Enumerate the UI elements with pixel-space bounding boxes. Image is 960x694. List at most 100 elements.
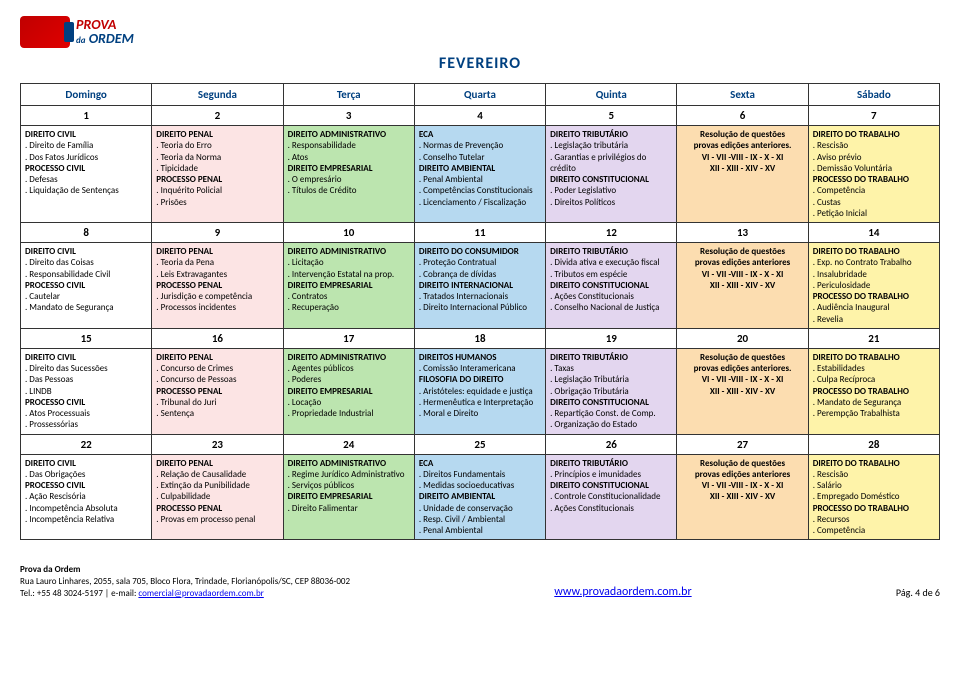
cell-line: . Conselho Nacional de Justiça — [550, 302, 672, 313]
cell-line: DIREITO PENAL — [156, 129, 278, 140]
cell-line: DIREITO CIVIL — [25, 352, 147, 363]
cell-line: FILOSOFIA DO DIREITO — [419, 374, 541, 385]
cell-line: DIREITO TRIBUTÁRIO — [550, 246, 672, 257]
cell-line: . Normas de Prevenção — [419, 140, 541, 151]
cell-line: PROCESSO PENAL — [156, 280, 278, 291]
cell-line: . Garantias e privilégios do — [550, 152, 672, 163]
cell-line: PROCESSO CIVIL — [25, 280, 147, 291]
cell-line: . Títulos de Crédito — [288, 185, 410, 196]
cell-line: . Culpabilidade — [156, 491, 278, 502]
footer-title: Prova da Ordem — [20, 564, 80, 575]
cell-line: DIREITO DO TRABALHO — [813, 458, 935, 469]
cell-line: PROCESSO DO TRABALHO — [813, 291, 935, 302]
cell-line: DIREITO CONSTITUCIONAL — [550, 280, 672, 291]
cell-line: PROCESSO PENAL — [156, 386, 278, 397]
cell-line: . Teoria do Erro — [156, 140, 278, 151]
cell-line: XII - XIII - XIV - XV — [681, 386, 803, 397]
cell-line: . Competência — [813, 525, 935, 536]
footer-tel: Tel.: +55 48 3024-5197 | e-mail: — [20, 588, 138, 599]
cell-line: DIREITO CIVIL — [25, 129, 147, 140]
cell-line: PROCESSO CIVIL — [25, 163, 147, 174]
cell-line: DIREITO DO TRABALHO — [813, 129, 935, 140]
cell-line: . Hermenêutica e Interpretação — [419, 397, 541, 408]
content-cell: DIREITO PENAL. Teoria do Erro. Teoria da… — [152, 126, 283, 223]
cell-line: . Mandato de Segurança — [25, 302, 147, 313]
cell-line: DIREITO PENAL — [156, 458, 278, 469]
cell-line: . Direito das Sucessões — [25, 363, 147, 374]
cell-line: DIREITO TRIBUTÁRIO — [550, 458, 672, 469]
cell-line: . Demissão Voluntária — [813, 163, 935, 174]
content-row: DIREITO CIVIL. Direito de Família. Dos F… — [21, 126, 940, 223]
content-cell: DIREITO TRIBUTÁRIO. Divida ativa e execu… — [546, 243, 677, 329]
cell-line: DIREITO EMPRESARIAL — [288, 163, 410, 174]
daynum-cell: 26 — [546, 434, 677, 454]
daynum-row: 1234567 — [21, 106, 940, 126]
daynum-cell: 5 — [546, 106, 677, 126]
daynum-cell: 27 — [677, 434, 808, 454]
cell-line: . Insalubridade — [813, 269, 935, 280]
cell-line: . Cautelar — [25, 291, 147, 302]
weekday-6: Sábado — [808, 84, 939, 106]
cell-line: DIREITO ADMINISTRATIVO — [288, 352, 410, 363]
cell-line: DIREITO EMPRESARIAL — [288, 386, 410, 397]
calendar-head: DomingoSegundaTerçaQuartaQuintaSextaSába… — [21, 84, 940, 106]
cell-line: DIREITO PENAL — [156, 352, 278, 363]
calendar-table: DomingoSegundaTerçaQuartaQuintaSextaSába… — [20, 83, 940, 540]
weekday-4: Quinta — [546, 84, 677, 106]
daynum-cell: 12 — [546, 223, 677, 243]
cell-line: . Prisões — [156, 197, 278, 208]
daynum-cell: 7 — [808, 106, 939, 126]
cell-line: . Tribunal do Juri — [156, 397, 278, 408]
footer-email-link[interactable]: comercial@provadaordem.com.br — [138, 588, 263, 599]
cell-line: . Conselho Tutelar — [419, 152, 541, 163]
cell-line: . Liquidação de Sentenças — [25, 185, 147, 196]
content-row: DIREITO CIVIL. Das ObrigaçõesPROCESSO CI… — [21, 454, 940, 540]
cell-line: . Penal Ambiental — [419, 525, 541, 536]
cell-line: . Das Pessoas — [25, 374, 147, 385]
cell-line: . Dos Fatos Jurídicos — [25, 152, 147, 163]
content-cell: ECA. Direitos Fundamentais. Medidas soci… — [414, 454, 545, 540]
daynum-cell: 1 — [21, 106, 152, 126]
cell-line: . Propriedade Industrial — [288, 408, 410, 419]
daynum-cell: 15 — [21, 328, 152, 348]
cell-line: . Direito Internacional Público — [419, 302, 541, 313]
cell-line: provas edições anteriores. — [681, 363, 803, 374]
content-cell: DIREITO ADMINISTRATIVO. Regime Jurídico … — [283, 454, 414, 540]
daynum-cell: 11 — [414, 223, 545, 243]
content-cell: DIREITO DO TRABALHO. Rescisão. Salário. … — [808, 454, 939, 540]
footer-addr: Rua Lauro Linhares, 2055, sala 705, Bloc… — [20, 576, 350, 587]
cell-line: DIREITO CIVIL — [25, 246, 147, 257]
content-row: DIREITO CIVIL. Direito das Coisas. Respo… — [21, 243, 940, 329]
cell-line: . Salário — [813, 480, 935, 491]
cell-line: . Medidas socioeducativas — [419, 480, 541, 491]
cell-line: . Intervenção Estatal na prop. — [288, 269, 410, 280]
daynum-cell: 19 — [546, 328, 677, 348]
daynum-cell: 8 — [21, 223, 152, 243]
cell-line: . Aristóteles: equidade e justiça — [419, 386, 541, 397]
cell-line: . Extinção da Punibilidade — [156, 480, 278, 491]
cell-line: VI - VII -VIII - IX - X - XI — [681, 269, 803, 280]
cell-line: . Poderes — [288, 374, 410, 385]
cell-line: . Competências Constitucionais — [419, 185, 541, 196]
cell-line: . Petição Inicial — [813, 208, 935, 219]
cell-line: . Direito de Família — [25, 140, 147, 151]
footer-left: Prova da Ordem Rua Lauro Linhares, 2055,… — [20, 564, 350, 599]
cell-line: . Revelia — [813, 314, 935, 325]
content-cell: Resolução de questõesprovas edições ante… — [677, 348, 808, 434]
cell-line: provas edições anteriores — [681, 469, 803, 480]
cell-line: PROCESSO DO TRABALHO — [813, 386, 935, 397]
cell-line: . Atos Processuais — [25, 408, 147, 419]
content-cell: DIREITO TRIBUTÁRIO. Princípios e imunida… — [546, 454, 677, 540]
cell-line: DIREITO CONSTITUCIONAL — [550, 397, 672, 408]
cell-line: . Concurso de Crimes — [156, 363, 278, 374]
cell-line: Resolução de questões — [681, 129, 803, 140]
weekday-1: Segunda — [152, 84, 283, 106]
content-cell: DIREITO PENAL. Teoria da Pena. Leis Extr… — [152, 243, 283, 329]
daynum-cell: 28 — [808, 434, 939, 454]
content-cell: DIREITO ADMINISTRATIVO. Licitação. Inter… — [283, 243, 414, 329]
daynum-cell: 25 — [414, 434, 545, 454]
footer-site-link[interactable]: www.provadaordem.com.br — [554, 585, 691, 599]
cell-line: Resolução de questões — [681, 458, 803, 469]
weekday-3: Quarta — [414, 84, 545, 106]
cell-line: . Ação Rescisória — [25, 491, 147, 502]
